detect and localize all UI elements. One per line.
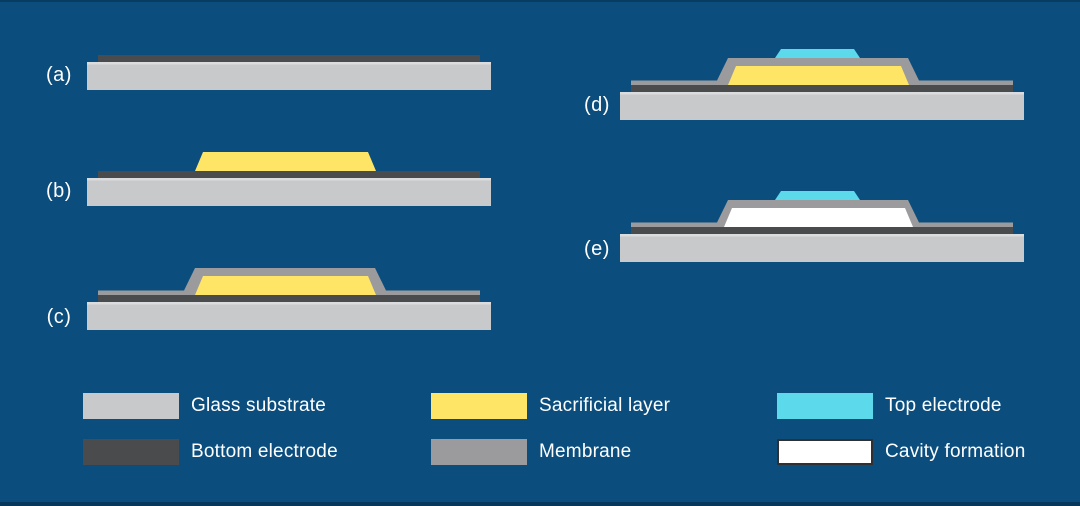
glass-substrate-layer bbox=[87, 302, 491, 330]
membrane-label: Membrane bbox=[539, 441, 632, 462]
step-label-c: (c) bbox=[46, 306, 72, 328]
glass-substrate-layer bbox=[620, 234, 1024, 237]
glass-substrate-layer bbox=[87, 178, 491, 206]
top-electrode-label: Top electrode bbox=[885, 395, 1002, 416]
step-b-cross-section bbox=[87, 152, 491, 206]
legend-item-bottom-electrode: Bottom electrode bbox=[83, 439, 338, 465]
sacrificial-layer-layer bbox=[195, 152, 376, 171]
top-electrode-layer bbox=[775, 191, 860, 200]
top-edge-line bbox=[0, 0, 1080, 2]
legend-item-glass-substrate: Glass substrate bbox=[83, 393, 326, 419]
step-e-cross-section bbox=[620, 191, 1024, 262]
membrane-swatch bbox=[431, 439, 527, 465]
glass-substrate-swatch bbox=[83, 393, 179, 419]
legend-item-membrane: Membrane bbox=[431, 439, 631, 465]
cavity-formation-swatch bbox=[777, 439, 873, 465]
sacrificial-layer-layer bbox=[195, 276, 376, 295]
glass-substrate-layer bbox=[87, 62, 491, 90]
top-electrode-layer bbox=[775, 49, 860, 58]
glass-substrate-layer bbox=[87, 62, 491, 65]
step-label-d: (d) bbox=[584, 94, 610, 116]
step-label-a: (a) bbox=[46, 64, 72, 86]
sacrificial-layer-label: Sacrificial layer bbox=[539, 395, 671, 416]
top-electrode-swatch bbox=[777, 393, 873, 419]
bottom-electrode-layer bbox=[98, 295, 480, 302]
bottom-electrode-layer bbox=[631, 85, 1013, 92]
bottom-electrode-layer bbox=[98, 55, 480, 62]
bottom-edge-line bbox=[0, 502, 1080, 506]
sacrificial-layer-layer bbox=[728, 66, 909, 85]
glass-substrate-layer bbox=[87, 178, 491, 181]
step-label-b: (b) bbox=[46, 180, 72, 202]
legend-item-top-electrode: Top electrode bbox=[777, 393, 1002, 419]
bottom-electrode-layer bbox=[98, 171, 480, 178]
step-d-cross-section bbox=[620, 49, 1024, 120]
glass-substrate-label: Glass substrate bbox=[191, 395, 326, 416]
bottom-electrode-label: Bottom electrode bbox=[191, 441, 338, 462]
bottom-electrode-swatch bbox=[83, 439, 179, 465]
glass-substrate-layer bbox=[620, 92, 1024, 95]
step-a-cross-section bbox=[87, 55, 491, 90]
step-c-cross-section bbox=[87, 268, 491, 330]
step-label-e: (e) bbox=[584, 238, 610, 260]
glass-substrate-layer bbox=[87, 302, 491, 305]
glass-substrate-layer bbox=[620, 234, 1024, 262]
legend-item-sacrificial-layer: Sacrificial layer bbox=[431, 393, 670, 419]
glass-substrate-layer bbox=[620, 92, 1024, 120]
cavity-formation-label: Cavity formation bbox=[885, 441, 1026, 462]
cavity-layer bbox=[724, 208, 913, 227]
sacrificial-layer-swatch bbox=[431, 393, 527, 419]
bottom-electrode-layer bbox=[631, 227, 1013, 234]
legend-item-cavity-formation: Cavity formation bbox=[777, 439, 1025, 465]
